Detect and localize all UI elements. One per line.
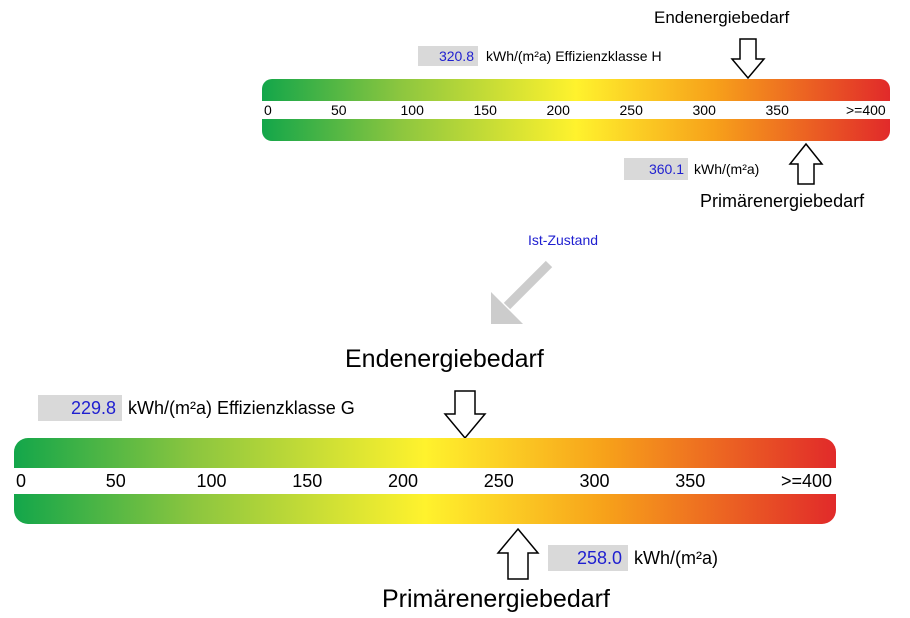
target-scale-tick-label: >=400 — [781, 471, 833, 491]
target-end-value: 229.8 — [38, 395, 122, 421]
target-scale-tick-label: 300 — [579, 471, 610, 491]
current-end-unit: kWh/(m²a) Effizienzklasse H — [486, 48, 662, 64]
current-scale-tick-label: 0 — [264, 102, 272, 118]
current-scale-upper-strip — [262, 79, 890, 101]
target-scale-tick-label: 0 — [16, 471, 27, 491]
ist-zustand-label: Ist-Zustand — [528, 232, 599, 248]
current-scale-tick-label: 200 — [546, 102, 570, 118]
current-scale-tick-label: 100 — [400, 102, 424, 118]
target-end-unit: kWh/(m²a) Effizienzklasse G — [128, 398, 355, 418]
target-primary-unit: kWh/(m²a) — [634, 548, 718, 568]
target-end-title: Endenergiebedarf — [345, 345, 544, 373]
current-energy-scale-bar: 0 50 100 150 200 250 300 350 >=400 — [262, 79, 890, 141]
target-end-down-arrow-icon — [443, 390, 487, 440]
current-scale-tick-label: 250 — [619, 102, 643, 118]
current-scale-tick-label: >=400 — [846, 102, 886, 118]
current-end-title: Endenergiebedarf — [654, 8, 790, 27]
target-primary-up-arrow-icon — [496, 527, 540, 581]
target-scale-ticks: 0 50 100 150 200 250 300 350 >=400 — [14, 468, 836, 494]
target-scale-upper-strip — [14, 438, 836, 468]
transition-arrow-icon — [485, 258, 557, 328]
target-scale-lower-strip — [14, 494, 836, 524]
current-primary-up-arrow-icon — [788, 142, 824, 186]
target-scale-tick-label: 350 — [675, 471, 706, 491]
current-primary-value: 360.1 — [624, 158, 688, 180]
current-primary-unit: kWh/(m²a) — [694, 161, 760, 177]
current-scale-tick-label: 150 — [473, 102, 497, 118]
target-scale-tick-label: 200 — [388, 471, 419, 491]
current-end-value: 320.8 — [418, 46, 478, 66]
target-scale-tick-label: 250 — [483, 471, 514, 491]
current-scale-tick-label: 50 — [331, 102, 347, 118]
target-scale-tick-label: 150 — [292, 471, 323, 491]
current-scale-lower-strip — [262, 119, 890, 141]
target-scale-tick-label: 50 — [105, 471, 126, 491]
target-energy-scale-bar: 0 50 100 150 200 250 300 350 >=400 — [14, 438, 836, 524]
current-end-down-arrow-icon — [730, 38, 766, 80]
current-primary-title: Primärenergiebedarf — [700, 191, 865, 211]
current-scale-tick-label: 300 — [692, 102, 716, 118]
current-scale-ticks: 0 50 100 150 200 250 300 350 >=400 — [262, 101, 890, 119]
target-scale-tick-label: 100 — [196, 471, 227, 491]
current-scale-tick-label: 350 — [765, 102, 789, 118]
target-primary-title: Primärenergiebedarf — [382, 585, 610, 613]
target-primary-value: 258.0 — [548, 545, 628, 571]
